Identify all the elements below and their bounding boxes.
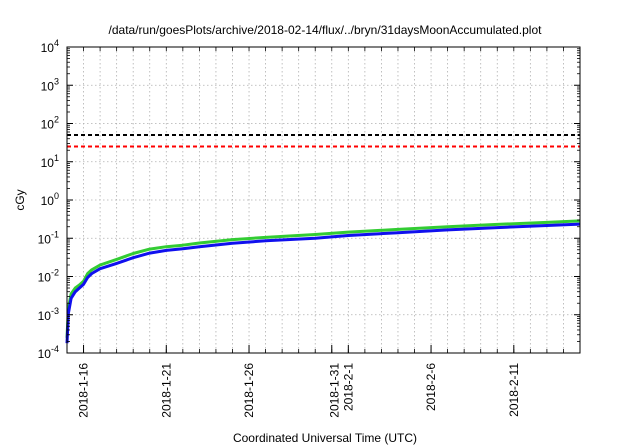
y-tick-label: 101 xyxy=(41,153,59,170)
x-tick-label: 2018-1-21 xyxy=(159,363,173,418)
y-axis-label: cGy xyxy=(13,189,27,210)
series-line xyxy=(65,219,581,338)
y-tick-label: 103 xyxy=(41,76,59,93)
y-tick-label: 10-3 xyxy=(38,306,59,323)
series-line xyxy=(65,222,581,344)
y-tick-label: 102 xyxy=(41,115,59,132)
chart-title: /data/run/goesPlots/archive/2018-02-14/f… xyxy=(109,23,543,37)
x-tick-label: 2018-1-31 xyxy=(327,363,341,418)
x-tick-label: 2018-2-1 xyxy=(341,363,355,411)
reference-lines xyxy=(67,134,580,148)
y-tick-label: 10-4 xyxy=(38,344,59,361)
y-tick-label: 100 xyxy=(41,191,59,208)
axis-ticks: 10-4 10-3 10-2 10-1 100 101 102 103 104 2018-1-16… xyxy=(38,38,581,418)
x-tick-label: 2018-2-11 xyxy=(507,363,521,417)
x-axis-label: Coordinated Universal Time (UTC) xyxy=(233,431,417,445)
y-tick-label: 10-1 xyxy=(38,229,59,246)
x-tick-label: 2018-2-6 xyxy=(424,363,438,411)
y-tick-label: 10-2 xyxy=(38,268,59,285)
x-tick-label: 2018-1-26 xyxy=(242,363,256,418)
y-tick-label: 104 xyxy=(41,38,59,55)
grid xyxy=(67,47,580,353)
series-lines xyxy=(65,219,581,344)
x-tick-label: 2018-1-16 xyxy=(77,363,91,418)
